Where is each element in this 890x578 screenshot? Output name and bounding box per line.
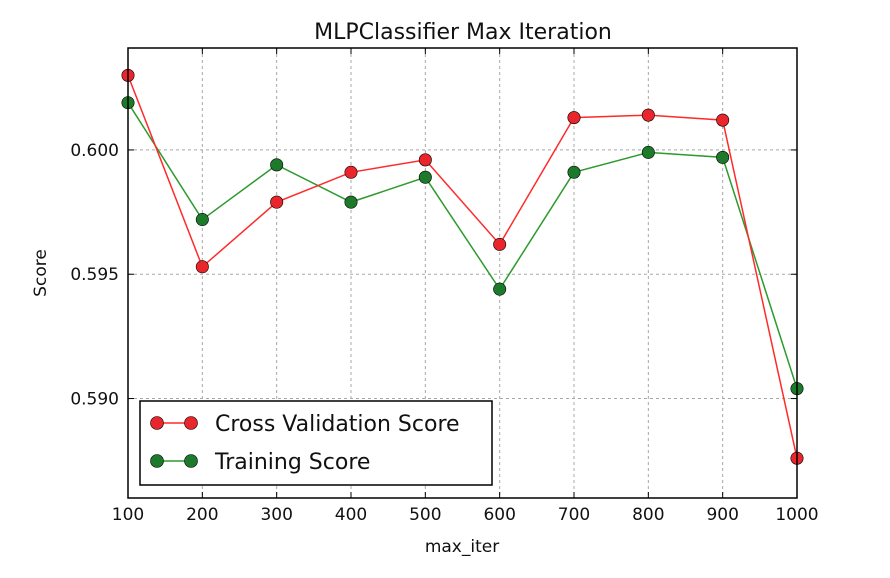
y-tick-label: 0.595 bbox=[70, 265, 119, 285]
x-tick-label: 300 bbox=[260, 505, 292, 525]
series-layer bbox=[121, 68, 804, 465]
data-point-cross-validation bbox=[270, 195, 284, 209]
x-tick-label: 900 bbox=[706, 505, 738, 525]
x-tick-label: 100 bbox=[112, 505, 144, 525]
y-tick-label: 0.600 bbox=[70, 141, 119, 161]
series-cross-validation bbox=[121, 68, 804, 465]
series-line-training bbox=[127, 102, 798, 389]
x-tick-label: 800 bbox=[632, 505, 664, 525]
series-line-cross-validation bbox=[127, 75, 798, 459]
legend: Cross Validation Score Training Score bbox=[139, 400, 493, 486]
y-tick-label: 0.590 bbox=[70, 390, 119, 410]
x-axis-label: max_iter bbox=[425, 537, 499, 557]
x-tick-label: 500 bbox=[409, 505, 441, 525]
plot-frame bbox=[127, 47, 798, 499]
data-point-cross-validation bbox=[195, 260, 209, 274]
legend-label-training: Training Score bbox=[214, 450, 370, 475]
data-point-training bbox=[716, 150, 730, 164]
x-tick-label: 600 bbox=[483, 505, 515, 525]
data-point-cross-validation bbox=[418, 153, 432, 167]
data-point-training bbox=[493, 282, 507, 296]
legend-entry-cross-validation: Cross Validation Score bbox=[150, 412, 460, 437]
series-training bbox=[121, 96, 804, 396]
tick-layer: 100 200 300 400 500 600 700 800 900 1000 0.590 0.59… bbox=[70, 48, 819, 525]
legend-entry-training: Training Score bbox=[150, 450, 370, 475]
data-point-training bbox=[344, 195, 358, 209]
data-point-cross-validation bbox=[716, 113, 730, 127]
data-point-cross-validation bbox=[567, 111, 581, 125]
legend-marker-training bbox=[150, 454, 164, 468]
data-point-cross-validation bbox=[641, 108, 655, 122]
x-tick-label: 200 bbox=[186, 505, 218, 525]
data-point-training bbox=[418, 170, 432, 184]
x-tick-label: 1000 bbox=[775, 505, 818, 525]
x-tick-label: 700 bbox=[558, 505, 590, 525]
legend-marker-cross-validation bbox=[150, 416, 164, 430]
data-point-cross-validation bbox=[493, 237, 507, 251]
data-point-training bbox=[195, 213, 209, 227]
legend-marker-training bbox=[184, 454, 198, 468]
chart-title: MLPClassifier Max Iteration bbox=[314, 20, 612, 45]
data-point-cross-validation bbox=[344, 165, 358, 179]
x-tick-label: 400 bbox=[335, 505, 367, 525]
legend-box bbox=[139, 400, 493, 486]
data-point-training bbox=[567, 165, 581, 179]
legend-label-cross-validation: Cross Validation Score bbox=[215, 412, 460, 437]
y-axis-label: Score bbox=[31, 249, 51, 297]
legend-marker-cross-validation bbox=[184, 416, 198, 430]
data-point-training bbox=[641, 145, 655, 159]
data-point-training bbox=[270, 158, 284, 172]
